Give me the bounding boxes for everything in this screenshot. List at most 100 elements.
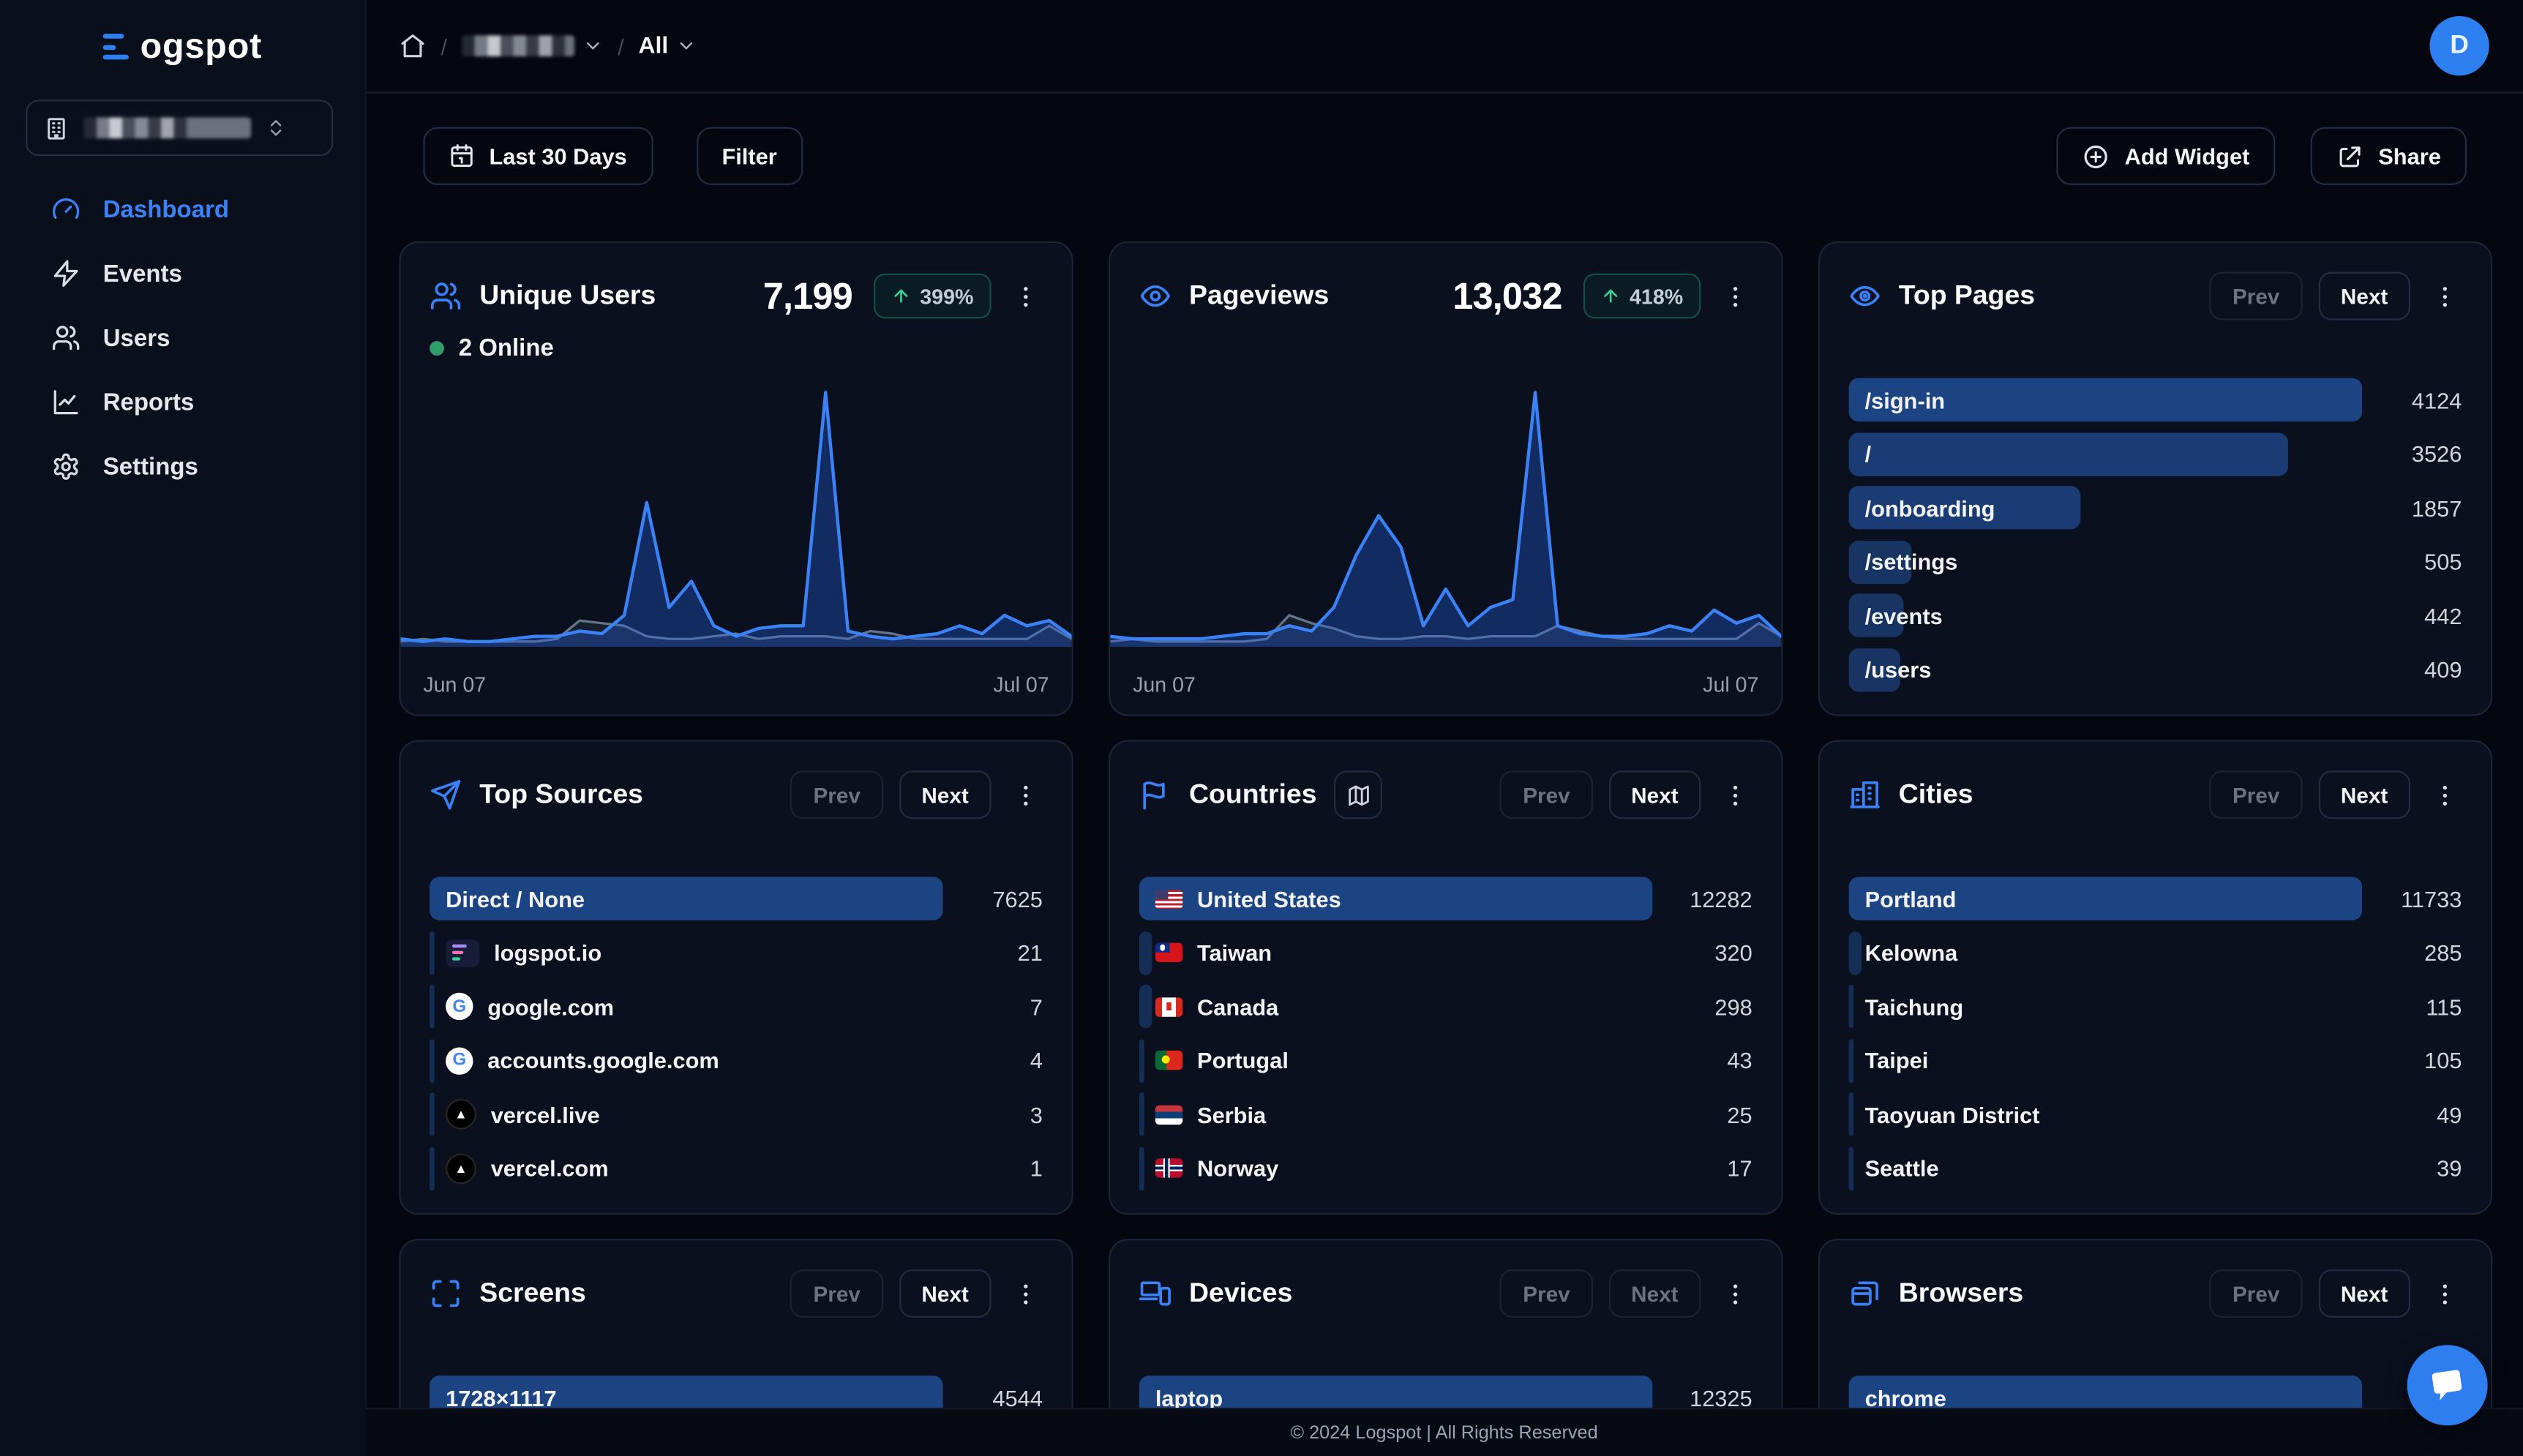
x-axis-end-label: Jul 07 bbox=[993, 672, 1049, 697]
countries-row[interactable]: Taiwan 320 bbox=[1139, 931, 1752, 975]
breadcrumb-separator: / bbox=[441, 33, 448, 59]
cities-row[interactable]: Seattle 39 bbox=[1848, 1146, 2462, 1190]
value-bar bbox=[1848, 432, 2288, 476]
cities-row[interactable]: Taipei 105 bbox=[1848, 1038, 2462, 1082]
chevron-down-icon bbox=[586, 42, 599, 50]
project-selector[interactable] bbox=[461, 35, 604, 56]
sidebar-item-events[interactable]: Events bbox=[0, 241, 365, 306]
prev-button[interactable]: Prev bbox=[2210, 770, 2303, 819]
value-bar bbox=[1848, 539, 1912, 584]
card-menu-button[interactable] bbox=[1009, 279, 1043, 313]
home-icon[interactable] bbox=[399, 32, 426, 59]
countries-row[interactable]: Norway 17 bbox=[1139, 1146, 1752, 1190]
next-button[interactable]: Next bbox=[1608, 1269, 1701, 1318]
row-value: 12282 bbox=[1690, 885, 1752, 912]
prev-button[interactable]: Prev bbox=[1500, 770, 1593, 819]
vercel-favicon-icon: ▲ bbox=[446, 1098, 476, 1130]
top-sources-row[interactable]: ▲ vercel.live 3 bbox=[430, 1092, 1043, 1136]
zap-icon bbox=[53, 260, 78, 287]
filter-button[interactable]: Filter bbox=[696, 127, 803, 185]
prev-button[interactable]: Prev bbox=[2210, 1269, 2303, 1318]
row-value: 49 bbox=[2437, 1101, 2462, 1127]
countries-row[interactable]: Serbia 25 bbox=[1139, 1092, 1752, 1136]
online-dot-icon bbox=[430, 341, 444, 356]
share-label: Share bbox=[2378, 143, 2441, 169]
card-menu-button[interactable] bbox=[2428, 778, 2462, 811]
bar-area: /users bbox=[1848, 648, 2362, 691]
date-range-button[interactable]: Last 30 Days bbox=[423, 127, 653, 185]
next-button[interactable]: Next bbox=[2318, 770, 2411, 819]
card-menu-button[interactable] bbox=[1719, 778, 1752, 811]
map-view-button[interactable] bbox=[1334, 770, 1383, 819]
top-sources-card: Top Sources Prev Next Direct / None 7625 l… bbox=[399, 740, 1073, 1215]
cities-row[interactable]: Taichung 115 bbox=[1848, 984, 2462, 1029]
card-menu-button[interactable] bbox=[2428, 1277, 2462, 1310]
prev-button[interactable]: Prev bbox=[2210, 271, 2303, 320]
next-button[interactable]: Next bbox=[2318, 271, 2411, 320]
bar-area: logspot.io bbox=[430, 931, 942, 975]
online-label: 2 Online bbox=[458, 334, 554, 362]
tw-flag-icon bbox=[1155, 942, 1183, 962]
card-menu-button[interactable] bbox=[1719, 1277, 1752, 1310]
sidebar-item-dashboard[interactable]: Dashboard bbox=[0, 177, 365, 241]
row-label-text: / bbox=[1864, 440, 1872, 467]
top-sources-row[interactable]: logspot.io 21 bbox=[430, 931, 1043, 975]
add-widget-button[interactable]: Add Widget bbox=[2057, 127, 2276, 185]
cities-row[interactable]: Portland 11733 bbox=[1848, 877, 2462, 920]
chat-launcher-button[interactable] bbox=[2407, 1345, 2488, 1426]
prev-button[interactable]: Prev bbox=[790, 770, 883, 819]
top-pages-row[interactable]: / 3526 bbox=[1848, 432, 2462, 476]
row-label-text: Taiwan bbox=[1197, 939, 1272, 966]
kebab-icon bbox=[1024, 1283, 1028, 1304]
send-icon bbox=[430, 780, 461, 810]
sidebar-item-reports[interactable]: Reports bbox=[0, 370, 365, 435]
top-pages-row[interactable]: /sign-in 4124 bbox=[1848, 378, 2462, 422]
next-button[interactable]: Next bbox=[2318, 1269, 2411, 1318]
logspot-logo[interactable]: ogspot bbox=[0, 26, 365, 67]
countries-row[interactable]: Portugal 43 bbox=[1139, 1038, 1752, 1082]
row-value: 115 bbox=[2426, 993, 2462, 1020]
copyright-text: © 2024 Logspot | All Rights Reserved bbox=[1290, 1422, 1598, 1443]
row-label: logspot.io bbox=[446, 931, 601, 974]
share-button[interactable]: Share bbox=[2310, 127, 2467, 185]
next-button[interactable]: Next bbox=[899, 770, 991, 819]
avatar[interactable]: D bbox=[2429, 15, 2489, 76]
top-pages-row[interactable]: /settings 505 bbox=[1848, 539, 2462, 584]
unique-users-chart bbox=[400, 385, 1072, 647]
workspace-selector[interactable] bbox=[26, 100, 334, 157]
cities-row[interactable]: Kelowna 285 bbox=[1848, 931, 2462, 975]
prev-button[interactable]: Prev bbox=[1500, 1269, 1593, 1318]
row-value: 12325 bbox=[1690, 1384, 1752, 1411]
next-button[interactable]: Next bbox=[899, 1269, 991, 1318]
countries-row[interactable]: United States 12282 bbox=[1139, 877, 1752, 920]
card-menu-button[interactable] bbox=[1009, 778, 1043, 811]
main-area: / / All D Last 30 Days Filter bbox=[365, 0, 2523, 1456]
next-button[interactable]: Next bbox=[1608, 770, 1701, 819]
sidebar: ogspot Dashboard Events Users Reports bbox=[0, 0, 367, 1456]
card-menu-button[interactable] bbox=[1009, 1277, 1043, 1310]
top-pages-row[interactable]: /onboarding 1857 bbox=[1848, 486, 2462, 530]
flag-icon bbox=[1143, 781, 1165, 810]
sidebar-item-settings[interactable]: Settings bbox=[0, 435, 365, 499]
row-label: Portugal bbox=[1155, 1038, 1289, 1081]
row-value: 4 bbox=[1030, 1047, 1043, 1073]
countries-row[interactable]: Canada 298 bbox=[1139, 984, 1752, 1029]
cities-row[interactable]: Taoyuan District 49 bbox=[1848, 1092, 2462, 1136]
bar-area: ▲ vercel.live bbox=[430, 1092, 942, 1136]
prev-button[interactable]: Prev bbox=[790, 1269, 883, 1318]
card-menu-button[interactable] bbox=[2428, 279, 2462, 313]
sidebar-item-users[interactable]: Users bbox=[0, 306, 365, 370]
card-title: Screens bbox=[479, 1277, 586, 1308]
card-menu-button[interactable] bbox=[1719, 279, 1752, 313]
scope-selector[interactable]: All bbox=[639, 33, 697, 59]
top-sources-row[interactable]: Direct / None 7625 bbox=[430, 877, 1043, 920]
top-pages-row[interactable]: /events 442 bbox=[1848, 593, 2462, 637]
top-pages-row[interactable]: /users 409 bbox=[1848, 648, 2462, 691]
sidebar-nav: Dashboard Events Users Reports Settings bbox=[0, 177, 365, 499]
top-sources-row[interactable]: ▲ vercel.com 1 bbox=[430, 1146, 1043, 1190]
